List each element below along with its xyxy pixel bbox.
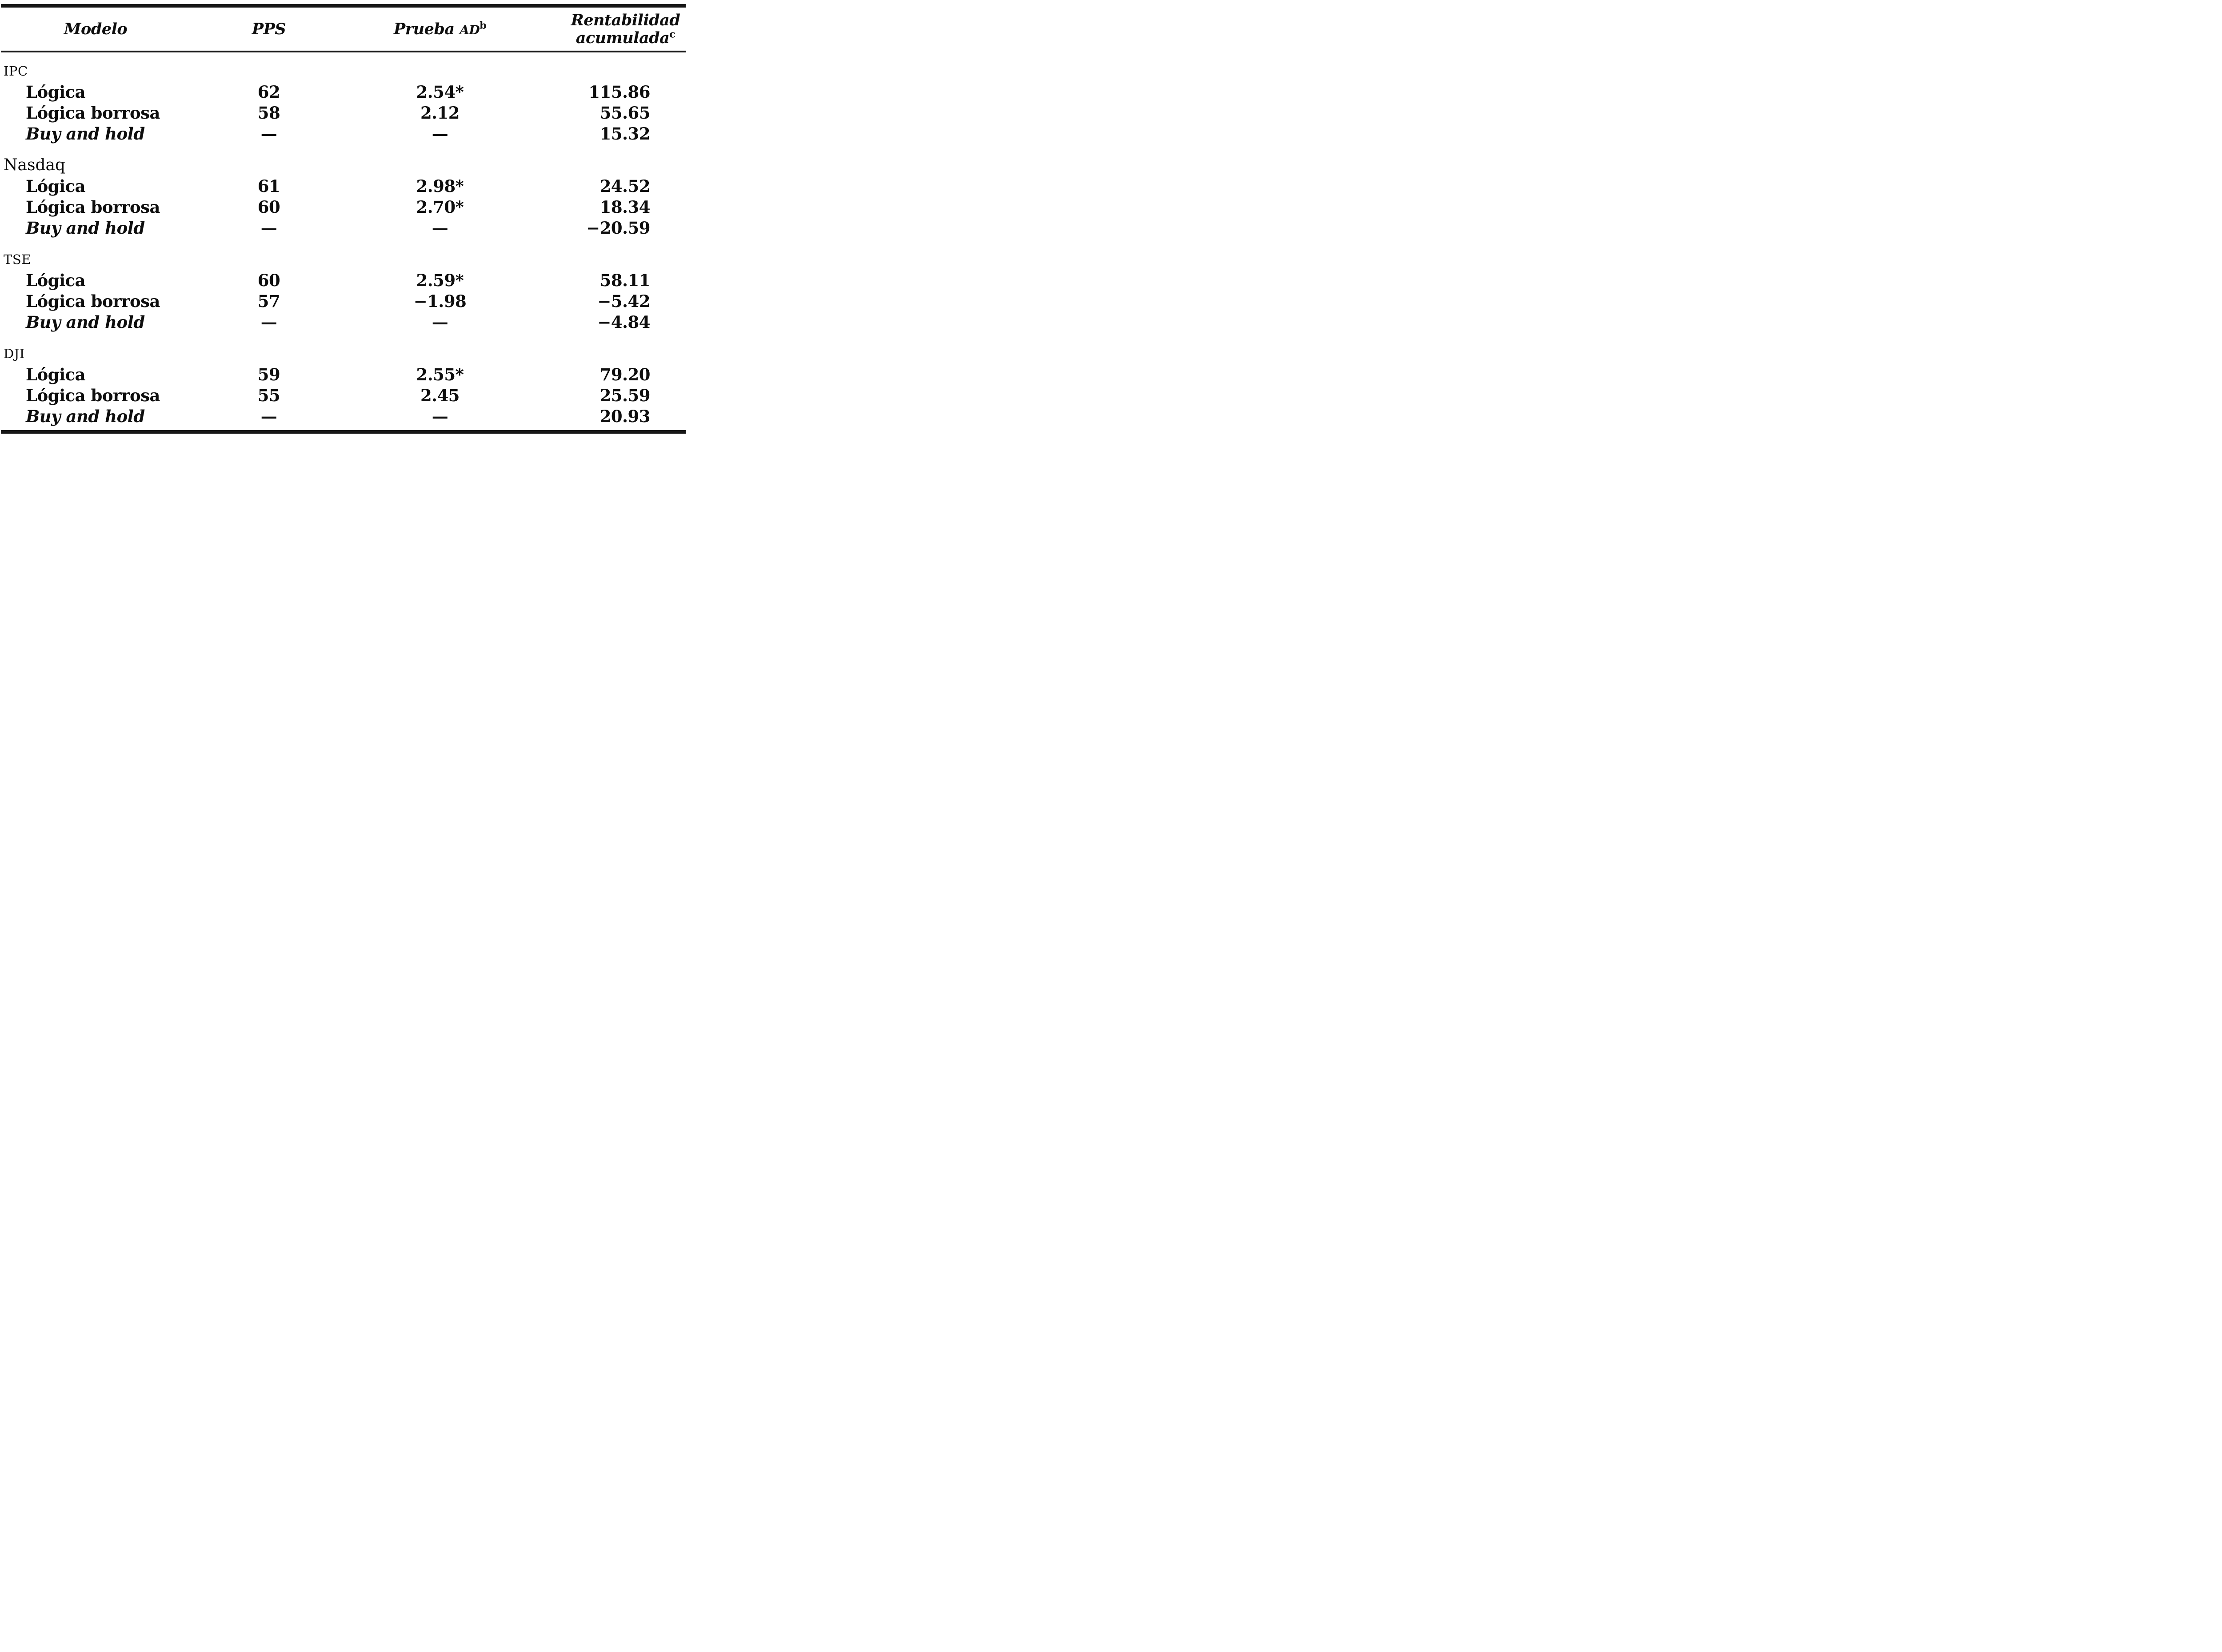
table-header-row: Modelo PPS Prueba ADb Rentabilidad acumu… [0, 8, 687, 51]
model-name-cell: Buy and hold [26, 124, 145, 144]
pps-cell: — [260, 312, 277, 332]
rentabilidad-line1: Rentabilidad [571, 11, 680, 30]
ad-test-cell: 2.54* [416, 82, 464, 102]
model-name-cell: Lógica [26, 270, 86, 290]
table-row: Lógica borrosa 57 −1.98 −5.42 [0, 291, 687, 311]
ad-test-cell: 2.70* [416, 197, 464, 217]
ad-test-cell: — [432, 124, 448, 144]
group-header-row: TSE [0, 249, 687, 270]
section-ipc: IPC Lógica 62 2.54* 115.86 Lógica borros… [0, 60, 687, 144]
table-body: IPC Lógica 62 2.54* 115.86 Lógica borros… [0, 52, 687, 427]
column-header-pps: PPS [252, 20, 286, 38]
group-label: DJI [4, 346, 25, 361]
table-row: Lógica 59 2.55* 79.20 [0, 364, 687, 385]
column-header-rentabilidad: Rentabilidad acumuladac [564, 12, 687, 46]
pps-cell: 60 [257, 270, 280, 290]
pps-cell: 60 [257, 197, 280, 217]
cumulative-return-cell: 55.65 [599, 103, 651, 123]
cumulative-return-cell: 25.59 [599, 385, 651, 405]
cumulative-return-cell: 58.11 [599, 270, 651, 290]
table-row: Lógica 61 2.98* 24.52 [0, 176, 687, 196]
group-label: IPC [4, 63, 28, 79]
ad-test-cell: 2.55* [416, 364, 464, 384]
cumulative-return-cell: −5.42 [597, 291, 650, 311]
ad-test-cell: 2.98* [416, 176, 464, 196]
table-row: Buy and hold — — 20.93 [0, 406, 687, 427]
model-name-cell: Buy and hold [26, 312, 145, 332]
pps-cell: — [260, 124, 277, 144]
cumulative-return-cell: 115.86 [588, 82, 650, 102]
header-rule [1, 51, 686, 52]
pps-cell: 55 [257, 385, 280, 405]
pps-cell: 61 [257, 176, 280, 196]
footnote-marker-b: b [480, 20, 487, 32]
group-header-row: DJI [0, 343, 687, 364]
prueba-label: Prueba [393, 20, 455, 38]
table-row: Lógica 62 2.54* 115.86 [0, 81, 687, 102]
top-rule [1, 4, 686, 8]
rentabilidad-line2: acumulada [575, 28, 670, 47]
table-row: Buy and hold — — −4.84 [0, 311, 687, 332]
table-row: Lógica 60 2.59* 58.11 [0, 270, 687, 291]
model-name-cell: Buy and hold [26, 218, 145, 238]
pps-cell: — [260, 406, 277, 426]
table-row: Lógica borrosa 58 2.12 55.65 [0, 102, 687, 123]
column-header-prueba-ad: Prueba ADb [316, 20, 564, 38]
group-header-row: Nasdaq [0, 155, 687, 176]
model-name-cell: Buy and hold [26, 406, 145, 426]
group-label: TSE [4, 251, 31, 267]
table-row: Buy and hold — — −20.59 [0, 217, 687, 238]
group-label: Nasdaq [4, 156, 65, 174]
pps-cell: 59 [257, 364, 280, 384]
ad-test-cell: 2.59* [416, 270, 464, 290]
model-name-cell: Lógica borrosa [26, 291, 160, 311]
results-table: Modelo PPS Prueba ADb Rentabilidad acumu… [0, 0, 687, 435]
ad-test-cell: 2.45 [420, 385, 460, 405]
cumulative-return-cell: 18.34 [599, 197, 651, 217]
cumulative-return-cell: −20.59 [586, 218, 650, 238]
ad-test-cell: — [432, 312, 448, 332]
cumulative-return-cell: 20.93 [599, 406, 651, 426]
bottom-rule [1, 430, 686, 434]
ad-test-cell: — [432, 218, 448, 238]
footnote-marker-c: c [669, 28, 675, 40]
table-row: Lógica borrosa 55 2.45 25.59 [0, 385, 687, 406]
ad-test-cell: — [432, 406, 448, 426]
ad-abbr: AD [460, 23, 480, 37]
ad-test-cell: 2.12 [420, 103, 460, 123]
section-dji: DJI Lógica 59 2.55* 79.20 Lógica borrosa… [0, 343, 687, 427]
pps-cell: 62 [257, 82, 280, 102]
section-tse: TSE Lógica 60 2.59* 58.11 Lógica borrosa… [0, 249, 687, 332]
cumulative-return-cell: −4.84 [597, 312, 650, 332]
cumulative-return-cell: 15.32 [599, 124, 651, 144]
cumulative-return-cell: 24.52 [599, 176, 651, 196]
pps-cell: 57 [257, 291, 280, 311]
model-name-cell: Lógica borrosa [26, 103, 160, 123]
ad-test-cell: −1.98 [413, 291, 467, 311]
pps-cell: 58 [257, 103, 280, 123]
column-header-modelo: Modelo [64, 20, 128, 38]
model-name-cell: Lógica borrosa [26, 385, 160, 405]
cumulative-return-cell: 79.20 [599, 364, 651, 384]
model-name-cell: Lógica [26, 176, 86, 196]
model-name-cell: Lógica [26, 364, 86, 384]
group-header-row: IPC [0, 60, 687, 81]
section-nasdaq: Nasdaq Lógica 61 2.98* 24.52 Lógica borr… [0, 155, 687, 238]
model-name-cell: Lógica borrosa [26, 197, 160, 217]
model-name-cell: Lógica [26, 82, 86, 102]
table-row: Buy and hold — — 15.32 [0, 123, 687, 144]
table-row: Lógica borrosa 60 2.70* 18.34 [0, 196, 687, 217]
pps-cell: — [260, 218, 277, 238]
